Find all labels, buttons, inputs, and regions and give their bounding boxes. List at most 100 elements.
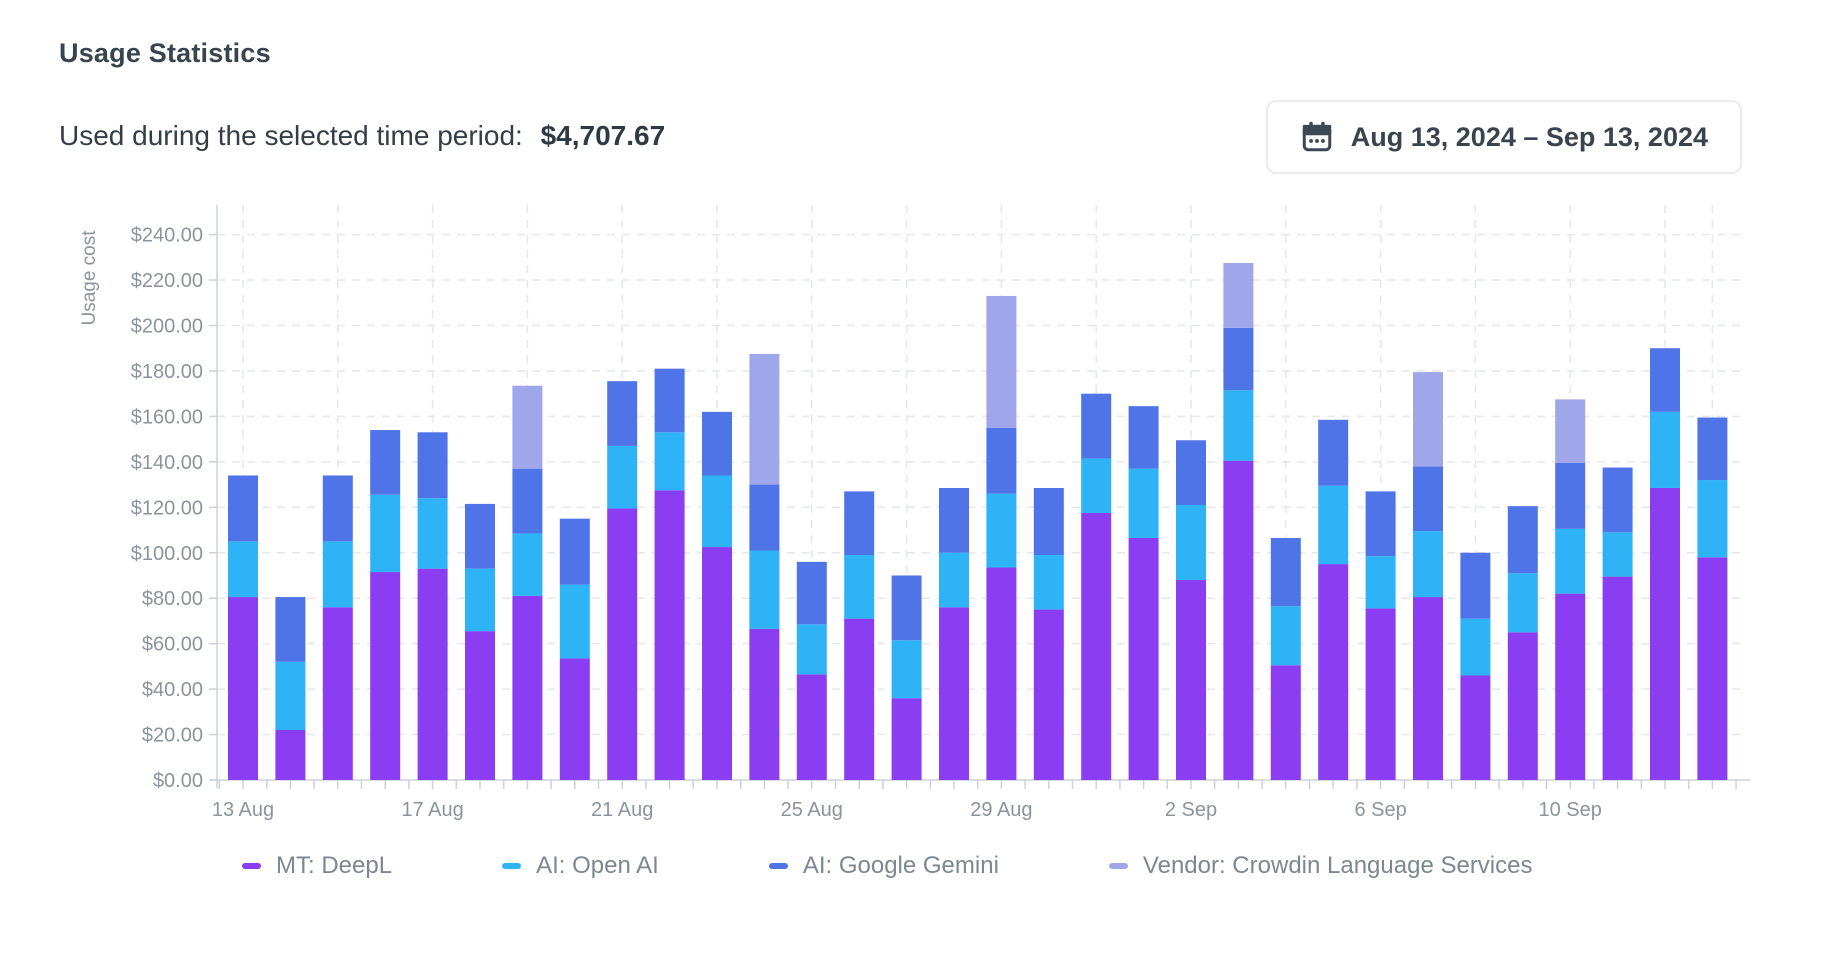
- bar-segment-27-aug[interactable]: [891, 640, 922, 699]
- bar-segment-2-sep[interactable]: [1176, 580, 1206, 780]
- bar-segment-25-aug[interactable]: [796, 624, 827, 675]
- bar-segment-4-sep[interactable]: [1270, 537, 1301, 607]
- bar-segment-29-aug[interactable]: [986, 493, 1017, 568]
- bar-segment-3-sep[interactable]: [1223, 327, 1254, 391]
- bar-segment-23-aug[interactable]: [702, 547, 732, 780]
- bar-segment-21-aug[interactable]: [607, 445, 638, 509]
- bar-segment-17-aug[interactable]: [417, 498, 448, 569]
- bar-segment-15-aug[interactable]: [322, 541, 353, 608]
- bar-segment-3-sep[interactable]: [1223, 263, 1254, 328]
- bar-segment-14-aug[interactable]: [275, 597, 306, 662]
- bar-segment-16-aug[interactable]: [370, 430, 401, 495]
- bar-segment-4-sep[interactable]: [1270, 665, 1301, 780]
- bar-segment-22-aug[interactable]: [654, 490, 685, 780]
- bar-segment-14-aug[interactable]: [275, 730, 306, 780]
- bar-segment-8-sep[interactable]: [1460, 618, 1491, 676]
- bar-segment-1-sep[interactable]: [1128, 406, 1159, 469]
- bar-segment-15-aug[interactable]: [322, 607, 353, 780]
- bar-segment-10-sep[interactable]: [1555, 399, 1586, 463]
- bar-segment-17-aug[interactable]: [417, 568, 448, 780]
- bar-segment-3-sep[interactable]: [1223, 460, 1254, 780]
- bar-segment-13-aug[interactable]: [228, 541, 258, 598]
- bar-segment-21-aug[interactable]: [607, 508, 638, 780]
- bar-segment-3-sep[interactable]: [1223, 390, 1254, 461]
- bar-segment-1-sep[interactable]: [1128, 537, 1159, 780]
- bar-segment-24-aug[interactable]: [749, 484, 780, 551]
- bar-segment-7-sep[interactable]: [1413, 597, 1443, 780]
- bar-segment-10-sep[interactable]: [1555, 593, 1586, 780]
- bar-segment-16-aug[interactable]: [370, 572, 401, 780]
- bar-segment-26-aug[interactable]: [844, 491, 875, 556]
- bar-segment-10-sep[interactable]: [1555, 462, 1586, 529]
- bar-segment-30-aug[interactable]: [1033, 555, 1064, 610]
- bar-segment-2-sep[interactable]: [1176, 505, 1206, 581]
- bar-segment-5-sep[interactable]: [1318, 564, 1349, 780]
- bar-segment-21-aug[interactable]: [607, 381, 638, 446]
- bar-segment-9-sep[interactable]: [1507, 632, 1538, 780]
- bar-segment-19-aug[interactable]: [512, 533, 543, 596]
- bar-segment-20-aug[interactable]: [559, 658, 590, 780]
- bar-segment-7-sep[interactable]: [1413, 466, 1443, 532]
- bar-segment-10-sep[interactable]: [1555, 528, 1586, 594]
- bar-segment-20-aug[interactable]: [559, 584, 590, 659]
- bar-segment-13-sep[interactable]: [1697, 480, 1728, 558]
- bar-segment-13-aug[interactable]: [228, 475, 258, 542]
- bar-segment-31-aug[interactable]: [1081, 512, 1112, 780]
- legend-item-ai-open-ai[interactable]: AI: Open AI: [502, 852, 659, 880]
- bar-segment-13-aug[interactable]: [228, 597, 258, 780]
- bar-segment-7-sep[interactable]: [1413, 372, 1443, 467]
- legend-item-mt-deepl[interactable]: MT: DeepL: [242, 852, 392, 880]
- bar-segment-12-sep[interactable]: [1650, 348, 1680, 412]
- bar-segment-25-aug[interactable]: [796, 561, 827, 625]
- bar-segment-28-aug[interactable]: [939, 607, 969, 780]
- bar-segment-2-sep[interactable]: [1176, 440, 1206, 506]
- bar-segment-11-sep[interactable]: [1602, 576, 1633, 780]
- bar-segment-27-aug[interactable]: [891, 698, 922, 780]
- bar-segment-5-sep[interactable]: [1318, 419, 1349, 486]
- bar-segment-18-aug[interactable]: [465, 568, 495, 632]
- bar-segment-30-aug[interactable]: [1033, 487, 1064, 556]
- bar-segment-26-aug[interactable]: [844, 618, 875, 780]
- bar-segment-12-sep[interactable]: [1650, 487, 1680, 780]
- bar-segment-12-sep[interactable]: [1650, 411, 1680, 488]
- bar-segment-23-aug[interactable]: [702, 411, 732, 476]
- bar-segment-9-sep[interactable]: [1507, 573, 1538, 633]
- legend-item-ai-google-gemini[interactable]: AI: Google Gemini: [768, 852, 999, 880]
- bar-segment-29-aug[interactable]: [986, 427, 1017, 494]
- bar-segment-28-aug[interactable]: [939, 552, 969, 608]
- bar-segment-23-aug[interactable]: [702, 475, 732, 548]
- bar-segment-29-aug[interactable]: [986, 567, 1017, 780]
- bar-segment-24-aug[interactable]: [749, 550, 780, 629]
- bar-segment-17-aug[interactable]: [417, 432, 448, 499]
- bar-segment-5-sep[interactable]: [1318, 485, 1349, 565]
- bar-segment-29-aug[interactable]: [986, 295, 1017, 428]
- bar-segment-22-aug[interactable]: [654, 368, 685, 433]
- bar-segment-25-aug[interactable]: [796, 674, 827, 780]
- bar-segment-7-sep[interactable]: [1413, 531, 1443, 598]
- bar-segment-28-aug[interactable]: [939, 487, 969, 553]
- bar-segment-19-aug[interactable]: [512, 385, 543, 469]
- bar-segment-8-sep[interactable]: [1460, 552, 1491, 619]
- bar-segment-13-sep[interactable]: [1697, 417, 1728, 481]
- bar-segment-8-sep[interactable]: [1460, 675, 1491, 780]
- bar-segment-19-aug[interactable]: [512, 595, 543, 780]
- bar-segment-9-sep[interactable]: [1507, 506, 1538, 574]
- date-range-picker[interactable]: Aug 13, 2024 – Sep 13, 2024: [1265, 100, 1742, 174]
- bar-segment-22-aug[interactable]: [654, 432, 685, 491]
- legend-item-vendor-crowdin-language-services[interactable]: Vendor: Crowdin Language Services: [1108, 852, 1532, 880]
- bar-segment-16-aug[interactable]: [370, 494, 401, 573]
- bar-segment-6-sep[interactable]: [1365, 608, 1396, 780]
- bar-segment-30-aug[interactable]: [1033, 609, 1064, 780]
- bar-segment-20-aug[interactable]: [559, 518, 590, 585]
- bar-segment-6-sep[interactable]: [1365, 556, 1396, 609]
- bar-segment-27-aug[interactable]: [891, 575, 922, 641]
- bar-segment-24-aug[interactable]: [749, 353, 780, 485]
- bar-segment-31-aug[interactable]: [1081, 393, 1112, 459]
- bar-segment-26-aug[interactable]: [844, 555, 875, 619]
- bar-segment-6-sep[interactable]: [1365, 491, 1396, 557]
- bar-segment-18-aug[interactable]: [465, 503, 495, 569]
- bar-segment-18-aug[interactable]: [465, 631, 495, 780]
- bar-segment-14-aug[interactable]: [275, 661, 306, 731]
- bar-segment-24-aug[interactable]: [749, 628, 780, 780]
- bar-segment-15-aug[interactable]: [322, 475, 353, 542]
